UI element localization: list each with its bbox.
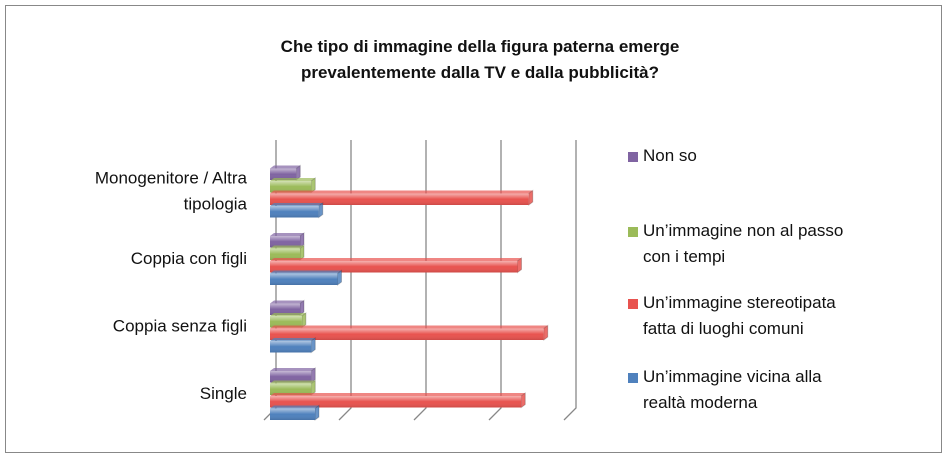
bar-shine: [270, 181, 312, 193]
bar-top: [270, 325, 548, 329]
bar-top: [270, 203, 323, 206]
bar-top: [270, 368, 316, 371]
bar-side: [318, 202, 324, 219]
grid-line: [488, 140, 502, 421]
bar-side: [528, 189, 534, 206]
grid-line: [413, 140, 427, 421]
bar-side: [543, 324, 549, 341]
bar: [270, 337, 316, 354]
bar-side: [314, 404, 320, 421]
grid-line: [338, 140, 352, 421]
bar-top: [270, 165, 301, 169]
bar: [270, 367, 316, 384]
category-label: Single: [200, 384, 247, 403]
bar-shine: [270, 328, 544, 340]
bar-side: [299, 244, 305, 261]
bar-top: [270, 338, 316, 341]
bar-side: [299, 232, 305, 249]
bar: [270, 379, 316, 396]
bar-shine: [270, 316, 302, 328]
grid-line: [563, 140, 577, 421]
bar: [270, 404, 320, 421]
bar: [270, 177, 316, 194]
category-label: Monogenitore / Altra tipologia: [95, 169, 248, 214]
bar: [270, 312, 307, 329]
bar-shine: [270, 303, 300, 315]
bar: [270, 202, 324, 219]
bar-shine: [270, 248, 300, 260]
bar-shine: [270, 261, 518, 273]
bar: [270, 244, 305, 261]
bar-top: [270, 380, 316, 384]
bar-shine: [270, 273, 338, 285]
bar-shine: [270, 168, 297, 180]
chart-frame: [5, 5, 942, 453]
bar-shine: [270, 396, 522, 408]
bar-top: [270, 270, 342, 274]
bar-side: [517, 257, 522, 274]
bar-top: [270, 233, 304, 236]
bar: [270, 392, 526, 409]
bar: [270, 257, 522, 274]
category-label: Coppia senza figli: [113, 317, 247, 336]
bar-side: [310, 337, 316, 354]
legend-label: Non so: [643, 146, 697, 165]
legend-label: Un’immagine stereotipata fatta di luoghi …: [643, 293, 836, 338]
bar-top: [270, 245, 304, 249]
bar: [270, 324, 549, 341]
bar-top: [270, 178, 316, 181]
bar-shine: [270, 383, 312, 395]
bar-top: [270, 393, 526, 396]
bar: [270, 299, 305, 316]
legend-swatch: [628, 299, 638, 309]
bar-side: [337, 269, 342, 286]
bar-shine: [270, 193, 529, 205]
bar-top: [270, 300, 304, 304]
bar-side: [310, 379, 316, 396]
chart-title: Che tipo di immagine della figura patern…: [281, 37, 680, 82]
bar: [270, 164, 301, 181]
bar: [270, 189, 534, 206]
bar-side: [295, 164, 301, 181]
category-label: Coppia con figli: [131, 249, 247, 268]
bar-shine: [270, 408, 315, 420]
bar-top: [270, 190, 533, 194]
bar-top: [270, 313, 306, 316]
legend-label: Un’immagine vicina alla realtà moderna: [643, 367, 822, 412]
bar-top: [270, 258, 522, 261]
bar-shine: [270, 341, 312, 353]
legend-swatch: [628, 373, 638, 383]
bar-shine: [270, 371, 312, 383]
bar-shine: [270, 206, 319, 218]
bar-side: [310, 177, 316, 194]
legend-swatch: [628, 227, 638, 237]
bar-side: [520, 392, 526, 409]
bar-shine: [270, 236, 300, 248]
bar-side: [301, 312, 307, 329]
bar-side: [299, 299, 305, 316]
bar: [270, 232, 305, 249]
bar: [270, 269, 342, 286]
legend-label: Un’immagine non al passo con i tempi: [643, 221, 843, 266]
legend-swatch: [628, 152, 638, 162]
bar-top: [270, 405, 319, 409]
